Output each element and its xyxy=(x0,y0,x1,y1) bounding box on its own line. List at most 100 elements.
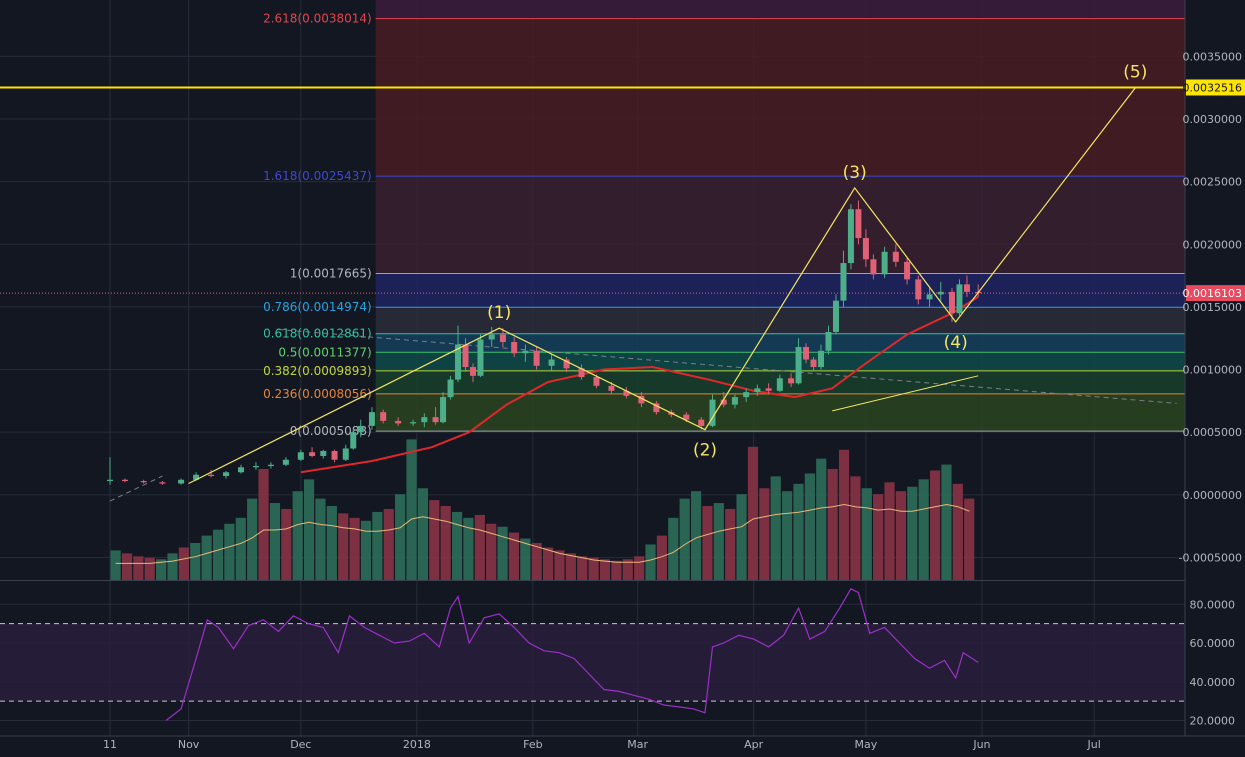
volume-bar xyxy=(178,547,189,580)
volume-bar xyxy=(690,491,702,580)
candle-body xyxy=(870,259,877,275)
candle-body xyxy=(357,425,364,433)
price-tick-label: -0.0005000 xyxy=(1179,551,1242,564)
trend-line xyxy=(832,375,979,412)
fib-level-label: 0.786(0.0014974) xyxy=(263,300,372,314)
candle-body xyxy=(765,388,772,391)
candle-body xyxy=(840,263,847,301)
candle-body xyxy=(810,359,817,368)
fib-level-label: 0.618(0.0012861) xyxy=(263,327,372,341)
candle-body xyxy=(159,482,166,484)
candle-body xyxy=(107,479,113,482)
price-tick-label: 0.0010000 xyxy=(1183,364,1243,377)
candle-body xyxy=(832,300,839,332)
fib-zone xyxy=(375,176,1186,274)
candle-body xyxy=(440,397,447,423)
candle-body xyxy=(847,209,854,264)
volume-bar xyxy=(292,491,303,580)
candle-body xyxy=(178,479,185,484)
candle-body xyxy=(522,350,529,354)
volume-bar xyxy=(611,560,622,580)
candle-body xyxy=(395,420,402,424)
candle-body xyxy=(350,432,357,449)
candle-body xyxy=(368,412,375,426)
elliott-wave-label: (2) xyxy=(693,441,717,461)
volume-bar xyxy=(565,553,576,580)
volume-bar xyxy=(622,559,633,580)
volume-bar xyxy=(793,483,804,580)
candle-body xyxy=(795,346,802,384)
fib-level-label: 0.5(0.0011377) xyxy=(278,345,371,359)
candle-body xyxy=(380,412,387,421)
volume-bar xyxy=(406,439,417,580)
volume-bar xyxy=(850,476,861,580)
volume-bar xyxy=(918,479,929,580)
candle-body xyxy=(511,341,518,354)
candle-body xyxy=(563,359,570,369)
time-tick-label: Jul xyxy=(1087,738,1101,751)
volume-bar xyxy=(782,491,793,580)
time-tick-label: Feb xyxy=(523,738,542,751)
volume-bar xyxy=(235,517,246,580)
volume-bar xyxy=(508,532,520,580)
volume-bar xyxy=(770,476,781,580)
candle-body xyxy=(331,450,338,460)
volume-bar xyxy=(338,513,349,580)
rsi-tick-label: 80.0000 xyxy=(1190,598,1236,611)
time-tick-label: Nov xyxy=(178,738,200,751)
volume-bar xyxy=(121,553,133,580)
candle-body xyxy=(309,452,316,456)
candle-body xyxy=(488,334,495,340)
volume-bar xyxy=(941,464,952,580)
candle-body xyxy=(731,397,738,405)
time-tick-label: Apr xyxy=(744,738,764,751)
volume-bar xyxy=(212,529,224,580)
time-tick-label: May xyxy=(855,738,878,751)
candle-body xyxy=(237,467,244,473)
volume-bar xyxy=(873,494,884,580)
rsi-tick-label: 40.0000 xyxy=(1190,676,1236,689)
price-badge xyxy=(1186,285,1245,302)
volume-bar xyxy=(156,559,167,580)
volume-bar xyxy=(201,535,212,580)
volume-bar xyxy=(713,503,724,580)
rsi-pane xyxy=(0,588,1185,721)
candle-body xyxy=(282,459,289,465)
candle-body xyxy=(578,368,585,378)
candle-body xyxy=(948,291,955,314)
price-tick-label: 0.0025000 xyxy=(1183,176,1243,189)
elliott-wave-label: (4) xyxy=(944,333,968,353)
volume-bar xyxy=(531,543,542,580)
volume-bar xyxy=(702,506,713,580)
candle-body xyxy=(904,261,911,280)
candle-body xyxy=(193,474,200,480)
volume-bar xyxy=(725,508,736,580)
candle-body xyxy=(447,379,454,398)
candlesticks xyxy=(107,200,982,485)
axis-background xyxy=(1185,0,1245,753)
volume-bar xyxy=(463,517,474,580)
volume-bar xyxy=(258,469,269,580)
volume-bar xyxy=(645,544,656,580)
candle-body xyxy=(410,422,417,424)
candle-body xyxy=(855,209,862,239)
candle-body xyxy=(825,331,832,351)
candle-body xyxy=(788,378,795,384)
candle-body xyxy=(223,472,230,477)
volume-bar xyxy=(474,514,485,580)
candle-body xyxy=(267,464,274,467)
volume-bar xyxy=(736,494,747,580)
price-badge-label: 0.0032516 xyxy=(1183,81,1243,94)
candle-body xyxy=(683,414,690,420)
price-moving-average xyxy=(300,296,979,474)
volume-bar xyxy=(360,520,372,580)
volume-bar xyxy=(656,535,667,580)
fib-level-label: 1.618(0.0025437) xyxy=(263,169,372,183)
time-tick-label: Mar xyxy=(627,738,648,751)
volume-bar xyxy=(383,508,394,580)
elliott-wave-label: (3) xyxy=(843,163,867,183)
candle-body xyxy=(455,344,462,380)
volume-bar xyxy=(451,511,463,580)
